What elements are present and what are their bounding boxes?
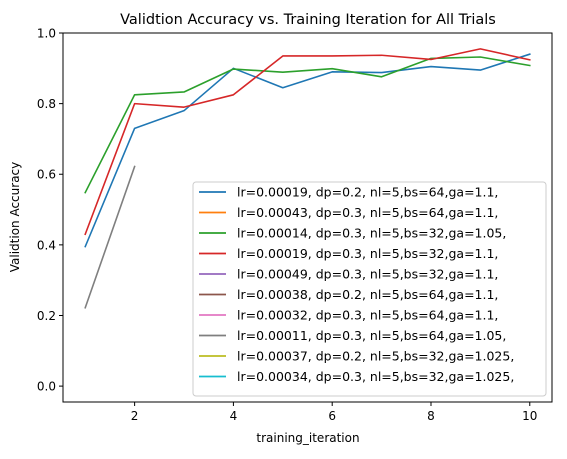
- x-tick-label: 6: [328, 409, 336, 423]
- legend-label-3: lr=0.00019, dp=0.3, nl=5,bs=32,ga=1.1,: [237, 246, 498, 261]
- legend-label-5: lr=0.00038, dp=0.2, nl=5,bs=64,ga=1.1,: [237, 287, 498, 302]
- legend-label-4: lr=0.00049, dp=0.3, nl=5,bs=32,ga=1.1,: [237, 267, 498, 282]
- y-tick-label: 0.4: [37, 238, 56, 252]
- legend-label-2: lr=0.00014, dp=0.3, nl=5,bs=32,ga=1.05,: [237, 226, 506, 241]
- legend-label-0: lr=0.00019, dp=0.2, nl=5,bs=64,ga=1.1,: [237, 185, 498, 200]
- legend-label-1: lr=0.00043, dp=0.3, nl=5,bs=64,ga=1.1,: [237, 205, 498, 220]
- series-line-0: [84, 53, 531, 248]
- legend: lr=0.00019, dp=0.2, nl=5,bs=64,ga=1.1, lr…: [192, 181, 547, 397]
- y-axis-label: Validtion Accuracy: [8, 162, 22, 273]
- legend-box: [192, 181, 547, 397]
- series-line-2: [84, 56, 531, 194]
- x-tick-label: 10: [522, 409, 537, 423]
- y-tick-label: 0.0: [37, 380, 56, 394]
- plot-area: 2 4 6 8 10 0.0 0.2 0.4 0.6 0.8 1.0: [37, 27, 553, 423]
- legend-label-8: lr=0.00037, dp=0.2, nl=5,bs=32,ga=1.025,: [237, 349, 514, 364]
- x-tick-label: 2: [131, 409, 139, 423]
- x-tick-label: 4: [230, 409, 238, 423]
- plot-frame: [62, 32, 553, 403]
- legend-label-9: lr=0.00034, dp=0.3, nl=5,bs=32,ga=1.025,: [237, 369, 514, 384]
- legend-label-7: lr=0.00011, dp=0.3, nl=5,bs=64,ga=1.05,: [237, 328, 506, 343]
- y-tick-label: 0.2: [37, 309, 56, 323]
- y-tick-label: 0.6: [37, 168, 56, 182]
- series-line-7: [84, 165, 136, 309]
- y-tick-label: 1.0: [37, 27, 56, 41]
- x-axis-label: training_iteration: [256, 431, 359, 445]
- chart-title: Validtion Accuracy vs. Training Iteratio…: [120, 12, 496, 28]
- legend-label-6: lr=0.00032, dp=0.3, nl=5,bs=64,ga=1.1,: [237, 308, 498, 323]
- y-tick-label: 0.8: [37, 97, 56, 111]
- series-line-3: [84, 48, 531, 236]
- x-tick-label: 8: [427, 409, 435, 423]
